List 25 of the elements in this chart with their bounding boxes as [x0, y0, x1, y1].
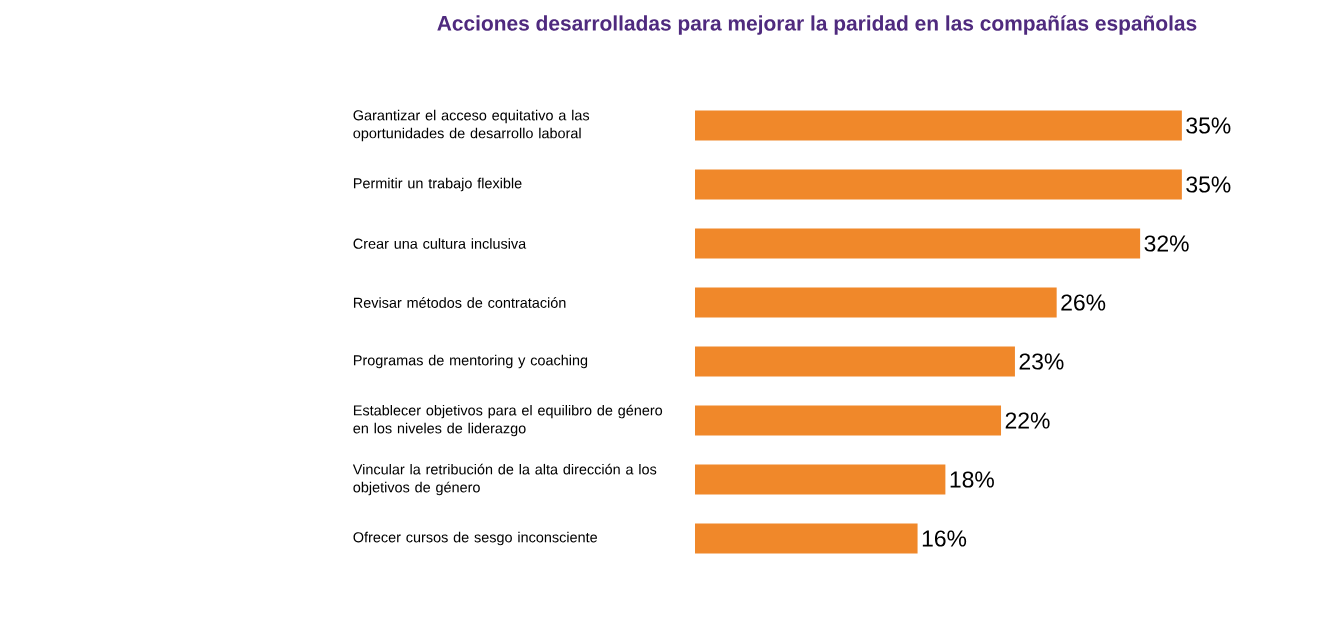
bar [695, 523, 918, 554]
data-label: 35% [1186, 176, 1231, 193]
data-label: 22% [1005, 412, 1050, 429]
y-tick-label: Revisar métodos de contratación [353, 297, 566, 308]
data-label: 26% [1061, 294, 1106, 311]
bar [695, 464, 946, 495]
bar [695, 169, 1182, 200]
y-tick-label: Vincular la retribución de la alta dirección a los objetivos de género [352, 463, 657, 496]
data-label: 35% [1186, 117, 1231, 134]
data-label: 32% [1144, 235, 1189, 252]
bar [695, 110, 1182, 141]
chart-title: Acciones desarrolladas para mejorar la paridad en las compañías españolas [437, 15, 1197, 35]
data-label: 23% [1019, 353, 1064, 370]
y-tick-label: Garantizar el acceso equitativo a las oportunidades de desarrollo laboral [353, 109, 590, 142]
y-tick-label: Ofrecer cursos de sesgo inconsciente [353, 531, 598, 546]
data-label: 16% [922, 530, 967, 547]
bar [695, 346, 1015, 377]
data-label: 18% [950, 471, 994, 488]
y-tick-label: Permitir un trabajo flexible [353, 177, 522, 192]
y-tick-label: Establecer objetivos para el equilibro de género en los niveles de liderazgo [353, 404, 663, 437]
y-tick-label: Programas de mentoring y coaching [353, 354, 588, 369]
bar [695, 228, 1141, 259]
bar [695, 287, 1057, 318]
bar [695, 405, 1002, 436]
y-tick-label: Crear una cultura inclusiva [353, 238, 527, 249]
